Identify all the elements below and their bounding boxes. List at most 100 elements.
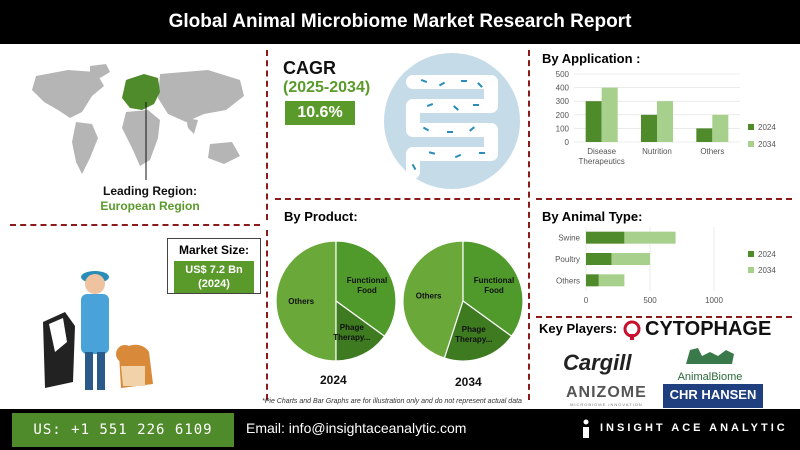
key-players-title: Key Players:	[539, 321, 618, 336]
animal-xtick-label: 500	[643, 296, 657, 305]
pie-year-2024: 2024	[320, 373, 347, 387]
app-ytick-label: 200	[556, 111, 570, 120]
pie-slice-label: Functional	[474, 276, 514, 285]
pie-slice-label: Therapy...	[333, 333, 370, 342]
app-bar-2034	[601, 87, 618, 142]
cagr-title: CAGR	[283, 58, 336, 78]
animal-legend-label: 2034	[758, 266, 776, 275]
animal-bar-2034	[598, 274, 625, 287]
animal-legend-label: 2024	[758, 250, 776, 259]
anizome-text: ANIZOME	[566, 384, 647, 401]
vet-pets-illustration	[43, 271, 153, 390]
divider-v-right	[528, 50, 530, 400]
market-size-value-line1: US$ 7.2 Bn	[185, 264, 243, 276]
logo-cargill: Cargill	[563, 350, 632, 375]
market-size-box: Market Size: US$ 7.2 Bn (2024)	[167, 238, 261, 294]
map-north-america	[32, 70, 104, 118]
divider-h-middle	[275, 198, 520, 200]
app-bar-2024	[696, 128, 713, 142]
footer-brand: INSIGHT ACE ANALYTIC	[600, 422, 788, 434]
cytophage-icon	[623, 320, 641, 340]
pie-slice	[402, 240, 464, 359]
app-category-label: Nutrition	[642, 147, 672, 156]
animalbiome-icon	[686, 348, 734, 364]
pie-slice	[275, 240, 337, 362]
cytophage-text: CYTOPHAGE	[645, 318, 772, 340]
map-australia	[208, 142, 240, 164]
anizome-subtext: MICROBIOME INNOVATION	[570, 402, 643, 407]
pie-slice-label: Phage	[462, 325, 487, 334]
app-ytick-label: 500	[556, 70, 570, 79]
pie-slice-label: Food	[484, 286, 504, 295]
animal-legend-swatch	[748, 267, 754, 273]
animal-xtick-label: 0	[584, 296, 589, 305]
pie-slice-label: Phage	[340, 323, 365, 332]
divider-h-left	[10, 224, 260, 226]
animal-type-bar-chart: 0 500 1000 Swine Poultry Others 2024 2034	[555, 227, 776, 305]
cagr-years: (2025-2034)	[283, 79, 371, 96]
animal-category-label: Poultry	[555, 255, 580, 264]
app-bar-2024	[641, 114, 657, 142]
pie-year-2034: 2034	[455, 375, 482, 389]
app-category-label: Others	[700, 147, 724, 156]
pie-slice-label: Food	[357, 286, 377, 295]
logo-chr-hansen: CHR HANSEN	[663, 384, 763, 408]
animal-bar-2024	[586, 274, 599, 287]
map-india	[186, 118, 198, 134]
animal-bar-2034	[624, 231, 676, 244]
app-legend-swatch	[748, 124, 754, 130]
application-chart-title: By Application :	[542, 51, 641, 66]
app-legend-label: 2034	[758, 140, 776, 149]
app-legend-swatch	[748, 141, 754, 147]
animal-category-label: Swine	[558, 234, 580, 243]
animal-chart-title: By Animal Type:	[542, 209, 643, 224]
pie-slice-label: Others	[416, 292, 442, 301]
animal-bar-2024	[586, 253, 612, 265]
logo-animalbiome: AnimalBiome	[665, 344, 755, 383]
market-size-value-line2: (2024)	[198, 278, 230, 290]
divider-v-left-top	[266, 50, 268, 220]
market-size-label: Market Size:	[178, 243, 250, 257]
animal-xtick-label: 1000	[705, 296, 723, 305]
app-bar-2024	[585, 101, 602, 142]
app-ytick-label: 0	[565, 138, 570, 147]
logo-cytophage: CYTOPHAGE	[622, 318, 771, 341]
map-greenland	[90, 64, 110, 78]
divider-h-right-1	[536, 198, 792, 200]
app-ytick-label: 100	[556, 124, 570, 133]
pie-slice	[335, 240, 397, 338]
pie-slice-label: Others	[288, 297, 314, 306]
animal-legend-swatch	[748, 251, 754, 257]
app-ytick-label: 300	[556, 97, 570, 106]
app-category-label: Therapeutics	[579, 157, 625, 166]
microbiome-illustration	[384, 53, 520, 189]
footer-email[interactable]: Email: info@insightaceanalytic.com	[246, 420, 467, 436]
divider-h-right-2	[536, 316, 792, 318]
page-title: Global Animal Microbiome Market Research…	[0, 0, 800, 44]
animalbiome-text: AnimalBiome	[677, 371, 743, 383]
map-africa	[122, 110, 160, 166]
footer-phone[interactable]: US: +1 551 226 6109	[12, 413, 234, 447]
pie-slice	[335, 299, 386, 362]
illustration-note: *Pie Charts and Bar Graphs are for illus…	[262, 398, 522, 405]
map-asia	[158, 70, 244, 122]
pie-slice	[462, 240, 524, 338]
leading-region-label: Leading Region:	[103, 184, 197, 198]
world-map	[32, 64, 244, 180]
pie-slice	[443, 300, 513, 362]
app-ytick-label: 400	[556, 84, 570, 93]
animal-category-label: Others	[556, 276, 580, 285]
product-chart-title: By Product:	[284, 209, 358, 224]
divider-v-left-bottom	[266, 230, 268, 400]
pie-slice-label: Therapy...	[455, 335, 492, 344]
map-south-america	[72, 122, 98, 174]
pie-slice-label: Functional	[347, 276, 387, 285]
app-bar-2034	[657, 101, 673, 142]
cagr-value: 10.6%	[285, 101, 355, 125]
app-legend-label: 2024	[758, 123, 776, 132]
logo-anizome: ANIZOME MICROBIOME INNOVATION	[566, 384, 647, 407]
animal-bar-2024	[586, 231, 625, 244]
app-bar-2034	[712, 114, 729, 142]
